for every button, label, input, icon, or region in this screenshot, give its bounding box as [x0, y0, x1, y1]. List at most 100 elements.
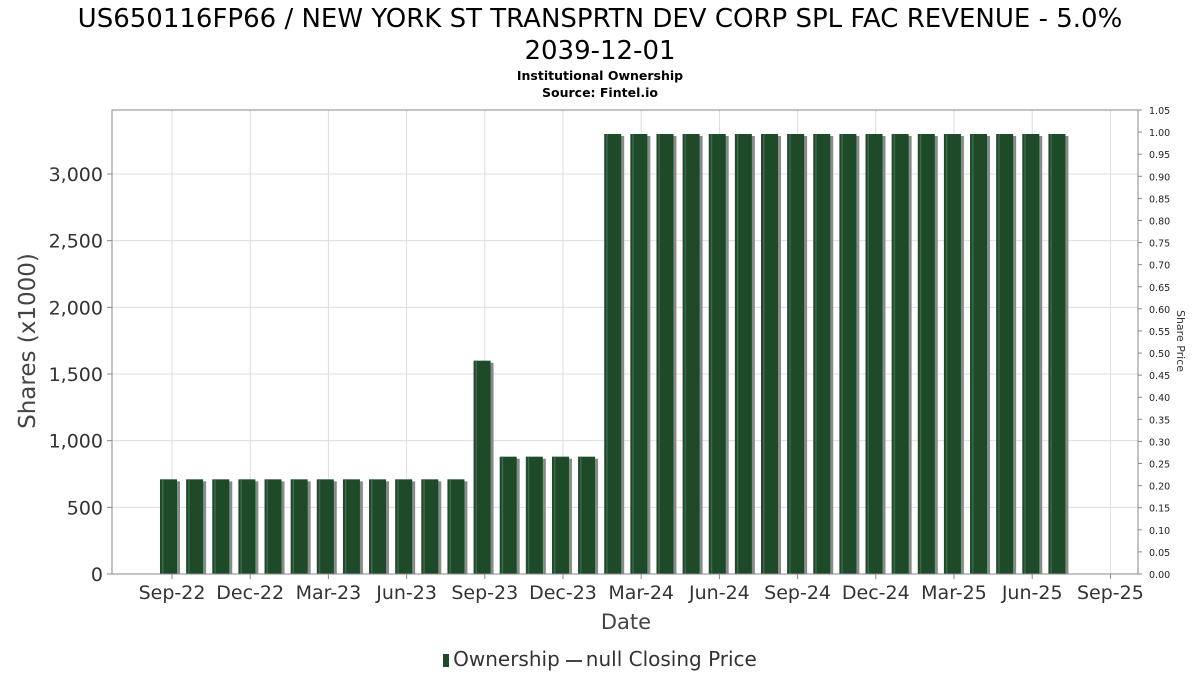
ownership-bar [316, 479, 334, 574]
ownership-bar [917, 134, 935, 574]
y2-tick-label: 0.75 [1149, 239, 1170, 250]
bar-highlight [1024, 134, 1026, 574]
x-axis-ticks: Sep-22 Dec-22 Mar-23 Jun-23 Sep-23 Dec-23 Mar-… [139, 574, 1144, 604]
bar-highlight [344, 479, 347, 574]
bar-highlight [998, 134, 1000, 574]
bar-highlight [606, 134, 608, 574]
bar-highlight [710, 134, 713, 574]
x-tick-label: Sep-25 [1077, 582, 1144, 604]
ownership-bar [708, 134, 726, 574]
y2-tick-label: 0.25 [1149, 460, 1170, 471]
ownership-bar [395, 479, 413, 574]
plot-frame [111, 109, 1139, 575]
ownership-bar [238, 479, 256, 574]
ownership-legend-swatch [443, 654, 450, 667]
x-tick-label: Jun-24 [688, 582, 750, 604]
ownership-bar [473, 360, 491, 574]
ownership-bar [447, 479, 465, 574]
bar-highlight [397, 479, 399, 574]
ownership-bar [734, 134, 752, 574]
y2-tick-label: 0.40 [1149, 393, 1170, 404]
ownership-bar [813, 134, 831, 574]
ownership-bar [891, 134, 909, 574]
bar-highlight [266, 479, 269, 574]
y2-tick-label: 0.15 [1149, 504, 1170, 515]
ownership-bar [656, 134, 674, 574]
y-tick-label: 500 [67, 497, 103, 519]
ownership-bar [499, 456, 517, 574]
ownership-bar [1022, 134, 1040, 574]
y-tick-label: 3,000 [49, 164, 103, 186]
x-tick-label: Dec-22 [216, 582, 284, 604]
y2-tick-label: 0.00 [1149, 570, 1170, 581]
ownership-bar [421, 479, 439, 574]
y-tick-label: 2,000 [49, 297, 103, 319]
bar-highlight [815, 134, 817, 574]
y-tick-label: 1,000 [49, 431, 103, 453]
bar-highlight [684, 134, 687, 574]
ownership-bar [604, 134, 622, 574]
ownership-bar [186, 479, 204, 574]
y-tick-label: 1,500 [49, 364, 103, 386]
x-tick-label: Mar-25 [921, 582, 987, 604]
ownership-bar [212, 479, 230, 574]
bar-highlight [527, 456, 530, 574]
bar-highlight [475, 360, 478, 574]
chart-subtitle: Institutional Ownership [516, 68, 684, 83]
bar-highlight [658, 134, 660, 574]
y2-tick-label: 0.80 [1149, 216, 1170, 227]
ownership-bar [290, 479, 308, 574]
bar-highlight [371, 479, 373, 574]
x-tick-label: Sep-24 [764, 582, 831, 604]
bar-highlight [240, 479, 242, 574]
bar-highlight [736, 134, 739, 574]
bar-highlight [762, 134, 765, 574]
chart-title-line-1: US650116FP66 / NEW YORK ST TRANSPRTN DEV… [77, 4, 1123, 34]
ownership-bar [630, 134, 648, 574]
y2-tick-label: 1.05 [1149, 106, 1170, 117]
y2-tick-label: 0.70 [1149, 261, 1170, 272]
bar-highlight [972, 134, 974, 574]
bar-highlight [501, 456, 504, 574]
ownership-bar [578, 456, 596, 574]
x-tick-label: Jun-25 [1001, 582, 1063, 604]
bar-highlight [632, 134, 634, 574]
y-tick-label: 0 [91, 564, 103, 586]
y2-axis-ticks: 0.00 0.05 0.10 0.15 0.20 0.25 0.30 0.35 0.40 0.45… [1138, 106, 1170, 581]
chart-title-line-2: 2039-12-01 [524, 36, 676, 66]
y2-tick-label: 1.00 [1149, 128, 1170, 139]
ownership-bar [342, 479, 360, 574]
ownership-bar [1048, 134, 1066, 574]
ownership-bar [160, 479, 177, 574]
y2-tick-label: 0.90 [1149, 172, 1170, 183]
y2-tick-label: 0.50 [1149, 349, 1170, 360]
bar-highlight [423, 479, 425, 574]
ownership-bar [970, 134, 988, 574]
x-tick-label: Jun-23 [375, 582, 437, 604]
bar-highlight [188, 479, 190, 574]
y-axis-ticks: 0 500 1,000 1,500 2,000 2,500 3,000 [49, 164, 112, 586]
y2-tick-label: 0.65 [1149, 283, 1170, 294]
ownership-bar [551, 456, 569, 574]
bar-highlight [1050, 134, 1052, 574]
legend-price-label: null Closing Price [585, 647, 757, 671]
chart-legend: Ownership null Closing Price [0, 647, 1200, 671]
ownership-bar [943, 134, 961, 574]
bar-highlight [867, 134, 870, 574]
x-tick-label: Mar-24 [608, 582, 674, 604]
ownership-bar [682, 134, 700, 574]
bar-highlight [553, 456, 556, 574]
x-tick-label: Mar-23 [296, 582, 362, 604]
bars [160, 134, 1069, 574]
bar-highlight [945, 134, 948, 574]
y2-tick-label: 0.35 [1149, 415, 1170, 426]
y2-tick-label: 0.30 [1149, 437, 1170, 448]
ownership-bar [865, 134, 883, 574]
bar-highlight [919, 134, 922, 574]
bar-highlight [789, 134, 791, 574]
ownership-bar [839, 134, 857, 574]
x-tick-label: Sep-22 [139, 582, 206, 604]
y2-tick-label: 0.95 [1149, 150, 1170, 161]
ownership-bar [996, 134, 1014, 574]
